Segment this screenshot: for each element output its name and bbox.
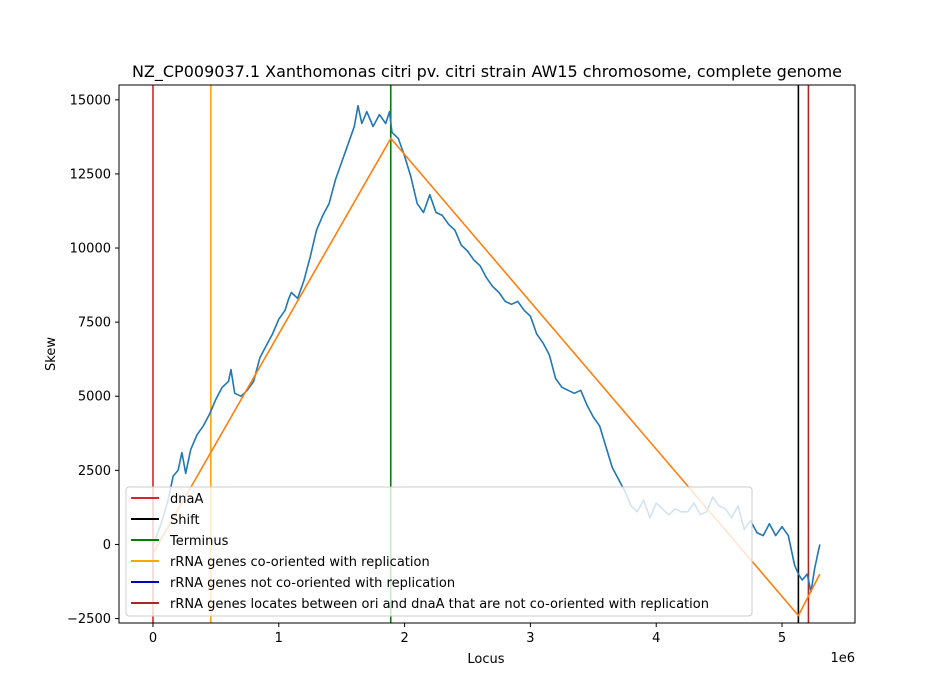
- y-axis-label: Skew: [44, 337, 59, 371]
- chart-title: NZ_CP009037.1 Xanthomonas citri pv. citr…: [132, 62, 842, 82]
- x-axis-label: Locus: [467, 652, 504, 667]
- x-tick-label: 5: [778, 631, 786, 646]
- y-tick-label: 12500: [70, 167, 111, 182]
- y-tick-label: −2500: [67, 612, 111, 627]
- x-tick-label: 1: [275, 631, 283, 646]
- y-tick-label: 0: [103, 538, 111, 553]
- y-tick-label: 10000: [70, 242, 111, 257]
- x-tick-label: 3: [526, 631, 534, 646]
- legend-label: Shift: [170, 513, 200, 528]
- y-tick-label: 5000: [78, 390, 111, 405]
- x-axis: 0 1 2 3 4 5: [149, 623, 786, 646]
- x-tick-label: 2: [400, 631, 408, 646]
- y-tick-label: 7500: [78, 316, 111, 331]
- x-tick-label: 4: [652, 631, 660, 646]
- legend-label: rRNA genes not co-oriented with replicat…: [170, 576, 455, 591]
- legend-label: Terminus: [169, 534, 229, 549]
- legend-label: rRNA genes co-oriented with replication: [170, 555, 430, 570]
- x-tick-label: 0: [149, 631, 157, 646]
- plot-frame: [118, 84, 856, 624]
- y-tick-label: 2500: [78, 464, 111, 479]
- legend: dnaA Shift Terminus rRNA genes co-oriented …: [125, 486, 753, 617]
- y-tick-label: 15000: [70, 93, 111, 108]
- legend-label: rRNA genes locates between ori and dnaA …: [170, 597, 709, 612]
- x-offset-label: 1e6: [830, 651, 855, 666]
- legend-box: [125, 486, 753, 617]
- legend-label: dnaA: [170, 492, 203, 507]
- series-line-2: [152, 137, 821, 617]
- y-axis: −2500 0 2500 5000 7500 10000 12500 15000: [67, 93, 119, 627]
